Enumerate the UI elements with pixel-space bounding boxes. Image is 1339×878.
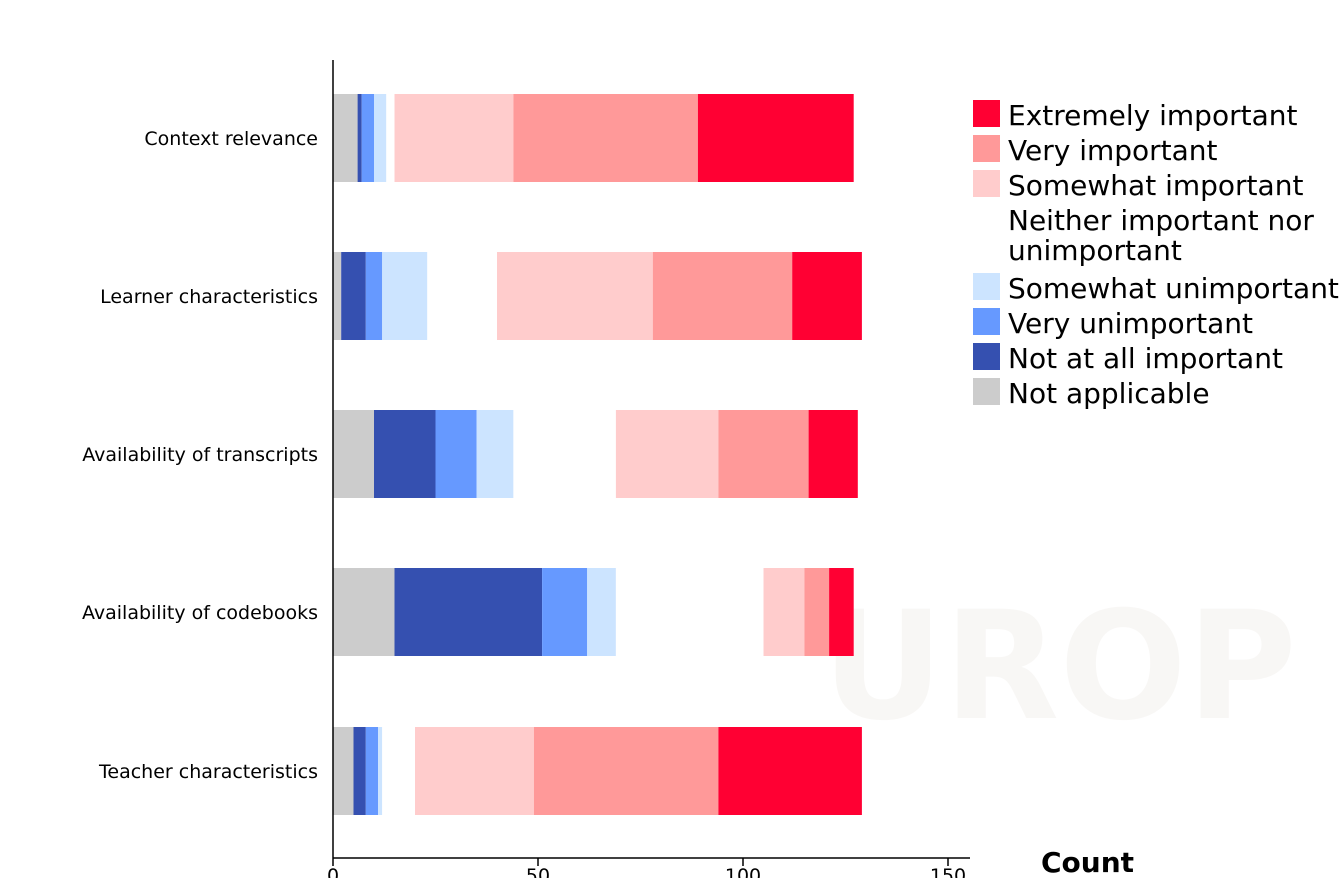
bar-segment-1-4 xyxy=(427,252,497,340)
category-labels: Context relevance Learner characteristics… xyxy=(82,128,318,783)
category-label-4: Teacher characteristics xyxy=(98,761,318,783)
legend-swatch-4 xyxy=(973,273,1000,300)
bar-segment-2-0 xyxy=(333,410,374,498)
legend-swatch-7 xyxy=(973,378,1000,405)
bar-segment-1-1 xyxy=(341,252,366,340)
bar-segment-2-6 xyxy=(718,410,809,498)
bar-segment-0-7 xyxy=(697,94,854,182)
x-axis-title: Count xyxy=(1041,846,1134,878)
category-label-0: Context relevance xyxy=(144,128,318,150)
legend-swatch-2 xyxy=(973,170,1000,197)
bar-segment-0-3 xyxy=(374,94,387,182)
bar-segment-3-2 xyxy=(542,568,588,656)
legend-label-0: Extremely important xyxy=(1008,99,1297,132)
bar-segment-0-4 xyxy=(386,94,395,182)
bar-segment-3-6 xyxy=(804,568,830,656)
legend-swatch-0 xyxy=(973,100,1000,127)
bar-segment-1-2 xyxy=(365,252,383,340)
bar-segment-2-2 xyxy=(435,410,477,498)
bar-segment-0-2 xyxy=(361,94,374,182)
legend-label-2: Somewhat important xyxy=(1008,169,1303,202)
bar-segment-2-1 xyxy=(374,410,436,498)
bar-segment-4-0 xyxy=(333,727,354,815)
legend-swatch-6 xyxy=(973,343,1000,370)
bar-segment-0-0 xyxy=(333,94,358,182)
legend-label-7: Not applicable xyxy=(1008,377,1210,410)
x-tick-label-1: 50 xyxy=(526,865,550,878)
legend-swatch-3 xyxy=(973,205,1000,232)
bar-segment-1-5 xyxy=(497,252,653,340)
bar-segment-3-5 xyxy=(763,568,805,656)
legend-swatch-1 xyxy=(973,135,1000,162)
bar-segment-4-4 xyxy=(382,727,415,815)
x-tick-label-3: 150 xyxy=(930,865,966,878)
bar-segment-3-4 xyxy=(615,568,764,656)
bar-segment-1-7 xyxy=(792,252,862,340)
bar-segment-0-5 xyxy=(394,94,514,182)
legend-label-5: Very unimportant xyxy=(1008,307,1253,340)
legend-label-3-line-0: Neither important nor xyxy=(1008,204,1314,237)
bar-segment-2-3 xyxy=(476,410,514,498)
bar-segment-0-1 xyxy=(357,94,362,182)
bar-segment-4-3 xyxy=(378,727,383,815)
legend-label-3-line-1: unimportant xyxy=(1008,234,1182,267)
bar-segment-3-7 xyxy=(829,568,854,656)
bar-segment-2-4 xyxy=(513,410,616,498)
legend-label-6: Not at all important xyxy=(1008,342,1283,375)
bar-segment-4-6 xyxy=(533,727,719,815)
bar-segment-3-0 xyxy=(333,568,395,656)
bar-segment-1-3 xyxy=(382,252,428,340)
bar-segment-2-7 xyxy=(808,410,858,498)
x-tick-label-2: 100 xyxy=(725,865,761,878)
x-axis-ticks: 0 50 100 150 xyxy=(327,858,966,878)
legend-label-4: Somewhat unimportant xyxy=(1008,272,1339,305)
bar-segment-1-6 xyxy=(652,252,793,340)
bar-segment-4-7 xyxy=(718,727,862,815)
category-label-3: Availability of codebooks xyxy=(82,602,318,624)
category-label-2: Availability of transcripts xyxy=(82,444,318,466)
bar-segment-4-5 xyxy=(415,727,534,815)
legend-label-1: Very important xyxy=(1008,134,1218,167)
bar-segment-3-1 xyxy=(394,568,543,656)
bars-group xyxy=(333,94,862,815)
watermark: UROP xyxy=(822,580,1297,754)
bar-segment-2-5 xyxy=(615,410,719,498)
category-label-1: Learner characteristics xyxy=(100,286,318,308)
bar-segment-3-3 xyxy=(587,568,616,656)
legend-swatch-5 xyxy=(973,308,1000,335)
bar-segment-4-2 xyxy=(365,727,379,815)
x-tick-label-0: 0 xyxy=(327,865,339,878)
bar-segment-0-6 xyxy=(513,94,698,182)
bar-segment-1-0 xyxy=(333,252,342,340)
bar-segment-4-1 xyxy=(353,727,366,815)
